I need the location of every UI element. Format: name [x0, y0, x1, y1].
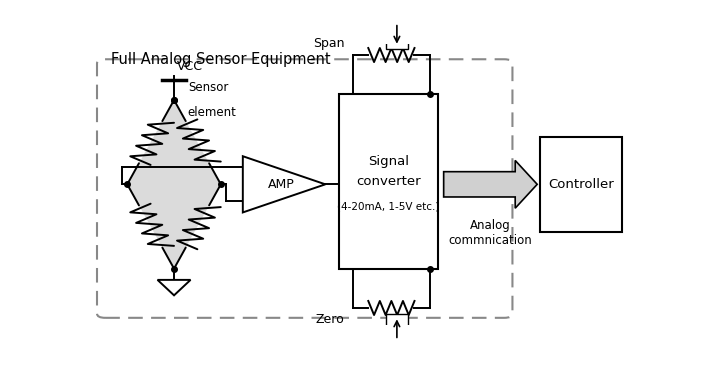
- Text: Signal: Signal: [368, 155, 409, 168]
- Bar: [386, 32, 408, 49]
- Polygon shape: [444, 161, 537, 208]
- Text: (4-20mA, 1-5V etc.): (4-20mA, 1-5V etc.): [337, 202, 439, 212]
- Text: Zero: Zero: [316, 313, 344, 326]
- Bar: [339, 95, 438, 269]
- Text: converter: converter: [356, 175, 421, 188]
- Text: Span: Span: [313, 37, 344, 50]
- Text: Full Analog Sensor Equipment: Full Analog Sensor Equipment: [111, 52, 330, 67]
- Text: Controller: Controller: [548, 178, 614, 191]
- Polygon shape: [243, 156, 325, 212]
- Bar: [386, 314, 408, 330]
- Text: AMP: AMP: [268, 178, 295, 191]
- Text: Analog
commnication: Analog commnication: [449, 219, 532, 247]
- Text: Sensor: Sensor: [187, 81, 228, 95]
- Text: element: element: [187, 105, 236, 119]
- Polygon shape: [158, 280, 190, 295]
- Polygon shape: [127, 100, 221, 269]
- Bar: [540, 137, 623, 232]
- Text: VCC: VCC: [177, 60, 203, 73]
